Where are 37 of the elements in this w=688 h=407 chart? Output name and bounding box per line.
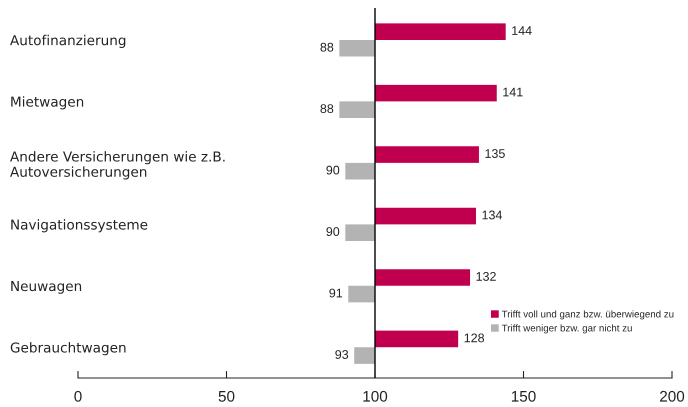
y-tick-label: Neuwagen: [11, 281, 82, 294]
data-label: 135: [485, 149, 505, 158]
bar: [348, 286, 375, 302]
x-tick-label: 0: [74, 390, 82, 402]
bar: [375, 146, 479, 163]
data-label: 141: [503, 88, 523, 96]
y-tick-label: Navigationssysteme: [11, 219, 148, 232]
x-tick-label: 150: [512, 390, 536, 402]
x-tick-label: 200: [660, 390, 684, 402]
x-tick-label: 50: [218, 390, 234, 402]
bar: [375, 269, 470, 286]
legend-label: Trifft weniger bzw. gar nicht zu: [502, 324, 632, 334]
bar: [375, 208, 476, 224]
bar: [345, 224, 375, 241]
data-label: 128: [464, 333, 484, 342]
data-label: 88: [320, 42, 334, 52]
y-tick-label: Andere Versicherungen wie z.B. Autoversicherungen: [10, 151, 225, 180]
y-tick-label: Autofinanzierung: [10, 34, 126, 48]
y-tick-label: Mietwagen: [11, 96, 84, 110]
bar: [375, 23, 506, 40]
bar: [375, 84, 497, 102]
bar: [339, 40, 375, 57]
data-label: 144: [512, 26, 532, 35]
y-tick-label: Gebrauchtwagen: [10, 342, 126, 356]
data-label: 90: [326, 166, 340, 175]
bar: [354, 347, 375, 364]
bar: [375, 330, 458, 348]
data-label: 90: [326, 227, 340, 236]
x-tick-label: 100: [363, 390, 388, 402]
data-label: 88: [320, 104, 334, 114]
legend-label: Trifft voll und ganz bzw. überwiegend zu: [502, 310, 674, 320]
bar: [339, 101, 375, 118]
data-label: 132: [476, 272, 496, 281]
data-label: 93: [335, 350, 348, 359]
bar: [345, 162, 375, 180]
data-label: 91: [329, 288, 342, 298]
data-label: 134: [482, 210, 502, 220]
